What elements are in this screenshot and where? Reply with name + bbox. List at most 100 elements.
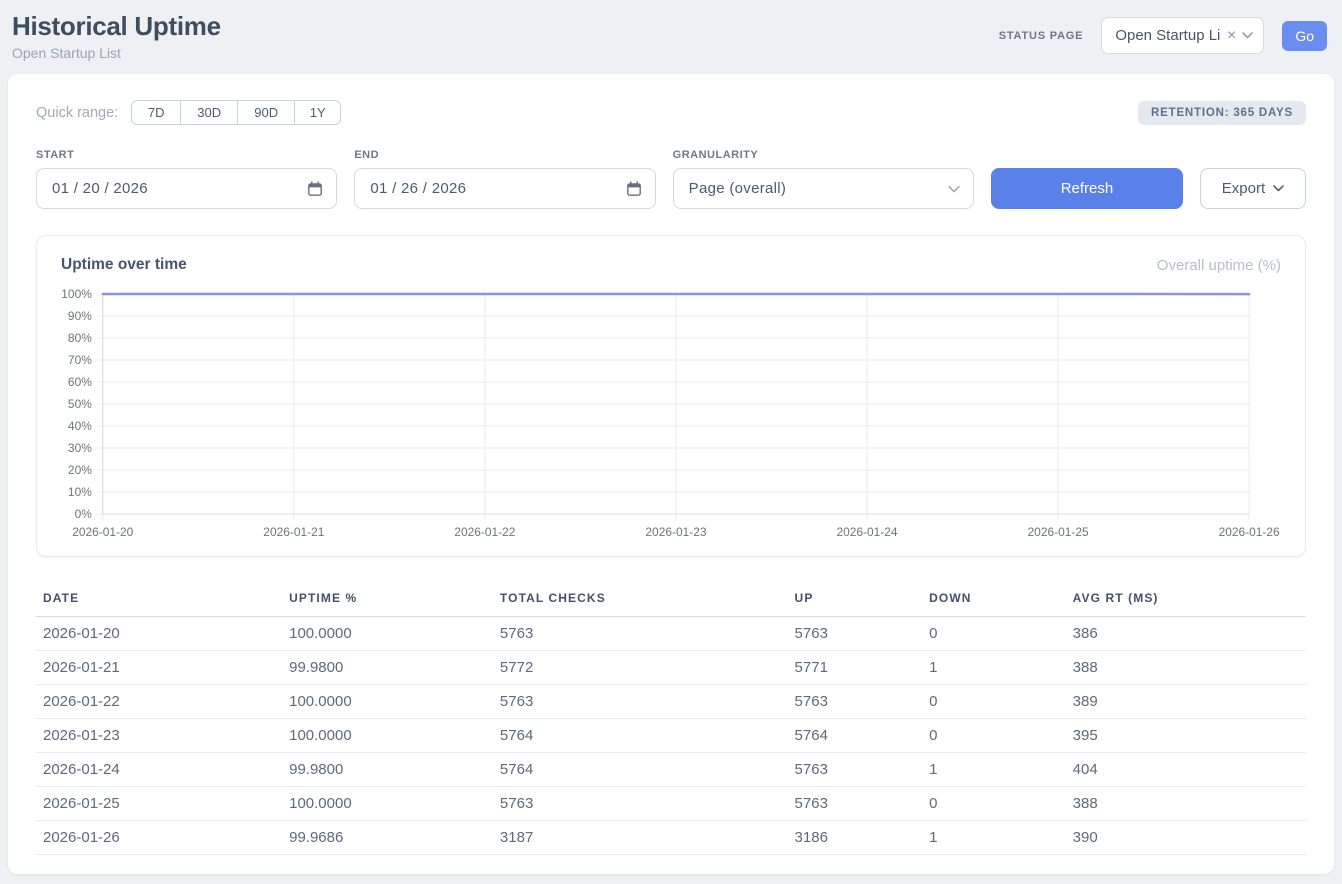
table-cell: 5763 bbox=[492, 617, 787, 651]
chevron-down-icon bbox=[1242, 32, 1253, 39]
table-cell: 5764 bbox=[492, 753, 787, 787]
chevron-down-icon bbox=[1273, 185, 1284, 192]
chevron-down-icon bbox=[948, 185, 960, 193]
quick-range-30d-button[interactable]: 30D bbox=[180, 100, 238, 125]
table-cell: 99.9800 bbox=[281, 651, 492, 685]
start-label: START bbox=[36, 149, 337, 161]
table-row: 2026-01-23100.0000576457640395 bbox=[36, 719, 1306, 753]
start-date-input[interactable]: 01 / 20 / 2026 bbox=[36, 168, 337, 209]
page-header: Historical Uptime Open Startup List STAT… bbox=[0, 0, 1342, 74]
column-header: DOWN bbox=[921, 587, 1065, 617]
table-body: 2026-01-20100.00005763576303862026-01-21… bbox=[36, 617, 1306, 855]
table-cell: 5763 bbox=[492, 787, 787, 821]
column-header: AVG RT (MS) bbox=[1065, 587, 1306, 617]
table-row: 2026-01-20100.0000576357630386 bbox=[36, 617, 1306, 651]
table-cell: 5772 bbox=[492, 651, 787, 685]
column-header: DATE bbox=[36, 587, 281, 617]
clear-icon[interactable]: × bbox=[1227, 28, 1236, 44]
calendar-icon[interactable] bbox=[307, 181, 323, 197]
table-cell: 100.0000 bbox=[281, 719, 492, 753]
table-cell: 2026-01-25 bbox=[36, 787, 281, 821]
table-cell: 1 bbox=[921, 821, 1065, 855]
table-cell: 388 bbox=[1065, 787, 1306, 821]
page-title: Historical Uptime bbox=[12, 11, 221, 42]
filters-top-row: Quick range: 7D30D90D1Y RETENTION: 365 D… bbox=[36, 100, 1306, 125]
calendar-icon[interactable] bbox=[626, 181, 642, 197]
quick-range-7d-button[interactable]: 7D bbox=[131, 100, 181, 125]
page-subtitle: Open Startup List bbox=[12, 45, 221, 61]
end-date-value: 01 / 26 / 2026 bbox=[370, 180, 617, 197]
table-cell: 0 bbox=[921, 617, 1065, 651]
svg-text:2026-01-24: 2026-01-24 bbox=[836, 525, 897, 539]
table-cell: 0 bbox=[921, 719, 1065, 753]
table-cell: 99.9800 bbox=[281, 753, 492, 787]
start-date-value: 01 / 20 / 2026 bbox=[52, 180, 299, 197]
table-cell: 2026-01-21 bbox=[36, 651, 281, 685]
table-cell: 5771 bbox=[787, 651, 922, 685]
title-block: Historical Uptime Open Startup List bbox=[12, 11, 221, 61]
table-row: 2026-01-2499.9800576457631404 bbox=[36, 753, 1306, 787]
table-row: 2026-01-22100.0000576357630389 bbox=[36, 685, 1306, 719]
go-button[interactable]: Go bbox=[1282, 21, 1327, 51]
status-page-label: STATUS PAGE bbox=[999, 30, 1084, 42]
svg-text:20%: 20% bbox=[68, 463, 92, 477]
quick-range-group: 7D30D90D1Y bbox=[131, 100, 341, 125]
chart-legend-label: Overall uptime (%) bbox=[1157, 257, 1281, 274]
table-cell: 100.0000 bbox=[281, 617, 492, 651]
granularity-value: Page (overall) bbox=[689, 180, 940, 197]
chart-title: Uptime over time bbox=[61, 256, 187, 274]
svg-text:50%: 50% bbox=[68, 397, 92, 411]
svg-text:60%: 60% bbox=[68, 375, 92, 389]
table-cell: 388 bbox=[1065, 651, 1306, 685]
table-cell: 1 bbox=[921, 753, 1065, 787]
export-button[interactable]: Export bbox=[1200, 168, 1306, 209]
table-cell: 0 bbox=[921, 787, 1065, 821]
table-cell: 1 bbox=[921, 651, 1065, 685]
granularity-select[interactable]: Page (overall) bbox=[673, 168, 974, 209]
svg-text:2026-01-25: 2026-01-25 bbox=[1028, 525, 1089, 539]
table-cell: 389 bbox=[1065, 685, 1306, 719]
table-cell: 5763 bbox=[492, 685, 787, 719]
quick-range-90d-button[interactable]: 90D bbox=[237, 100, 295, 125]
svg-text:70%: 70% bbox=[68, 353, 92, 367]
refresh-button[interactable]: Refresh bbox=[991, 168, 1183, 209]
svg-text:2026-01-22: 2026-01-22 bbox=[454, 525, 515, 539]
table-cell: 5763 bbox=[787, 753, 922, 787]
table-row: 2026-01-25100.0000576357630388 bbox=[36, 787, 1306, 821]
table-cell: 2026-01-20 bbox=[36, 617, 281, 651]
table-cell: 5763 bbox=[787, 787, 922, 821]
svg-text:10%: 10% bbox=[68, 485, 92, 499]
granularity-label: GRANULARITY bbox=[673, 149, 974, 161]
svg-text:2026-01-23: 2026-01-23 bbox=[645, 525, 706, 539]
table-cell: 100.0000 bbox=[281, 685, 492, 719]
table-cell: 5763 bbox=[787, 617, 922, 651]
svg-text:80%: 80% bbox=[68, 331, 92, 345]
column-header: UP bbox=[787, 587, 922, 617]
svg-text:90%: 90% bbox=[68, 309, 92, 323]
export-label: Export bbox=[1222, 180, 1265, 197]
status-page-value: Open Startup List bbox=[1115, 27, 1221, 44]
table-cell: 395 bbox=[1065, 719, 1306, 753]
table-cell: 0 bbox=[921, 685, 1065, 719]
svg-text:2026-01-20: 2026-01-20 bbox=[72, 525, 133, 539]
svg-text:40%: 40% bbox=[68, 419, 92, 433]
uptime-chart[interactable]: 0%10%20%30%40%50%60%70%80%90%100%2026-01… bbox=[61, 288, 1281, 546]
table-row: 2026-01-2199.9800577257711388 bbox=[36, 651, 1306, 685]
quick-range-label: Quick range: bbox=[36, 105, 118, 121]
table-cell: 100.0000 bbox=[281, 787, 492, 821]
table-cell: 390 bbox=[1065, 821, 1306, 855]
table-row: 2026-01-2699.9686318731861390 bbox=[36, 821, 1306, 855]
status-page-select[interactable]: Open Startup List × bbox=[1101, 17, 1264, 54]
end-label: END bbox=[354, 149, 655, 161]
end-date-input[interactable]: 01 / 26 / 2026 bbox=[354, 168, 655, 209]
svg-text:2026-01-26: 2026-01-26 bbox=[1219, 525, 1280, 539]
chart-card: Uptime over time Overall uptime (%) 0% 10… bbox=[36, 235, 1306, 557]
quick-range-1y-button[interactable]: 1Y bbox=[294, 100, 341, 125]
filters-fields-row: START 01 / 20 / 2026 END 01 / 26 / 2026 … bbox=[36, 149, 1306, 209]
table-cell: 386 bbox=[1065, 617, 1306, 651]
uptime-table: DATEUPTIME %TOTAL CHECKSUPDOWNAVG RT (MS… bbox=[36, 587, 1306, 855]
svg-text:0%: 0% bbox=[75, 507, 93, 521]
status-page-controls: STATUS PAGE Open Startup List × Go bbox=[999, 17, 1327, 54]
table-cell: 2026-01-24 bbox=[36, 753, 281, 787]
table-cell: 2026-01-22 bbox=[36, 685, 281, 719]
